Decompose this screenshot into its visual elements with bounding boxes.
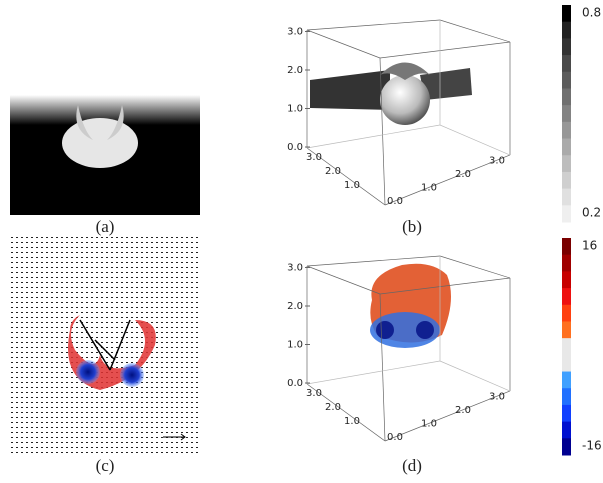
colorbar-step	[562, 404, 571, 423]
box-edge	[306, 124, 441, 149]
box-edge	[384, 154, 511, 206]
x-tick-label: 1.0	[421, 419, 437, 430]
colorbar-step	[562, 338, 571, 356]
y-tick-label: 1.0	[344, 180, 360, 191]
box-edge	[379, 41, 511, 59]
z-tick-label: 0.0	[287, 378, 303, 389]
x-tick-label: 2.0	[455, 169, 471, 180]
axes: 0.01.02.03.01.02.03.00.01.02.03.00.01.02…	[287, 19, 511, 443]
z-tick-label: 3.0	[287, 27, 303, 38]
z-tick-label: 2.0	[287, 301, 303, 312]
box-edge	[306, 383, 386, 442]
colorbar-step	[562, 188, 571, 206]
colorbar-step	[562, 254, 571, 272]
colorbar-step	[562, 438, 571, 456]
box-edge	[306, 29, 381, 59]
panel-d-image	[370, 263, 451, 348]
y-tick-label: 1.0	[344, 416, 360, 427]
box-edge	[439, 255, 511, 279]
z-tick-label: 2.0	[287, 65, 303, 76]
colorbar-step	[562, 171, 571, 190]
x-tick-label: 0.0	[387, 432, 403, 443]
panel-label: (d)	[402, 456, 422, 475]
colorbar-step	[562, 138, 571, 156]
box-edge	[379, 277, 511, 295]
colorbar-step	[562, 238, 571, 256]
colorbar-max: 16	[582, 239, 597, 253]
box-edge	[439, 360, 511, 392]
x-tick-label: 2.0	[455, 405, 471, 416]
box-edge	[379, 293, 386, 442]
x-tick-label: 3.0	[489, 392, 505, 403]
colorbar-step	[562, 388, 571, 406]
box-edge	[384, 390, 511, 442]
colorbar-step	[562, 354, 571, 373]
colorbar-max: 0.8	[582, 6, 601, 20]
box-edge	[306, 147, 386, 206]
colorbar-min: 0.2	[582, 206, 601, 220]
z-tick-label: 1.0	[287, 340, 303, 351]
panel-label: (a)	[96, 217, 115, 236]
colorbar-step	[562, 155, 571, 173]
x-tick-label: 1.0	[421, 183, 437, 194]
x-tick-label: 0.0	[387, 196, 403, 207]
panel-label: (b)	[402, 217, 422, 236]
colorbar-step	[562, 38, 571, 56]
colorbar-step	[562, 288, 571, 306]
colorbar-step	[562, 105, 571, 123]
y-tick-label: 2.0	[325, 402, 341, 413]
box-edge	[306, 255, 441, 267]
z-tick-label: 1.0	[287, 104, 303, 115]
panel-c-image	[10, 237, 200, 455]
x-tick-label: 3.0	[489, 156, 505, 167]
y-tick-label: 3.0	[306, 152, 322, 163]
y-tick-label: 3.0	[306, 388, 322, 399]
panel-b-image	[310, 62, 472, 125]
colorbar-step	[562, 121, 571, 140]
box-edge	[306, 265, 381, 295]
colorbar-step	[562, 55, 571, 73]
panel-a-image	[10, 95, 200, 215]
colorbar-step	[562, 421, 571, 439]
colorbar-step	[562, 205, 571, 223]
box-edge	[439, 19, 511, 43]
colorbar-step	[562, 5, 571, 23]
colorbar-step	[562, 271, 571, 289]
colorbar-step	[562, 321, 571, 339]
colorbar-step	[562, 88, 571, 106]
box-edge	[306, 19, 441, 31]
z-tick-label: 0.0	[287, 142, 303, 153]
box-edge	[379, 57, 386, 206]
box-edge	[306, 360, 441, 385]
box-edge	[439, 124, 511, 156]
panel-label: (c)	[96, 456, 115, 475]
colorbar-step	[562, 371, 571, 389]
y-tick-label: 2.0	[325, 166, 341, 177]
colorbar-step	[562, 304, 571, 322]
colorbar-step	[562, 71, 571, 89]
z-tick-label: 3.0	[287, 263, 303, 274]
colorbar-step	[562, 21, 571, 39]
colorbar-min: -16	[582, 439, 602, 453]
colorbars: 0.8 0.2 16 -16	[562, 5, 602, 456]
